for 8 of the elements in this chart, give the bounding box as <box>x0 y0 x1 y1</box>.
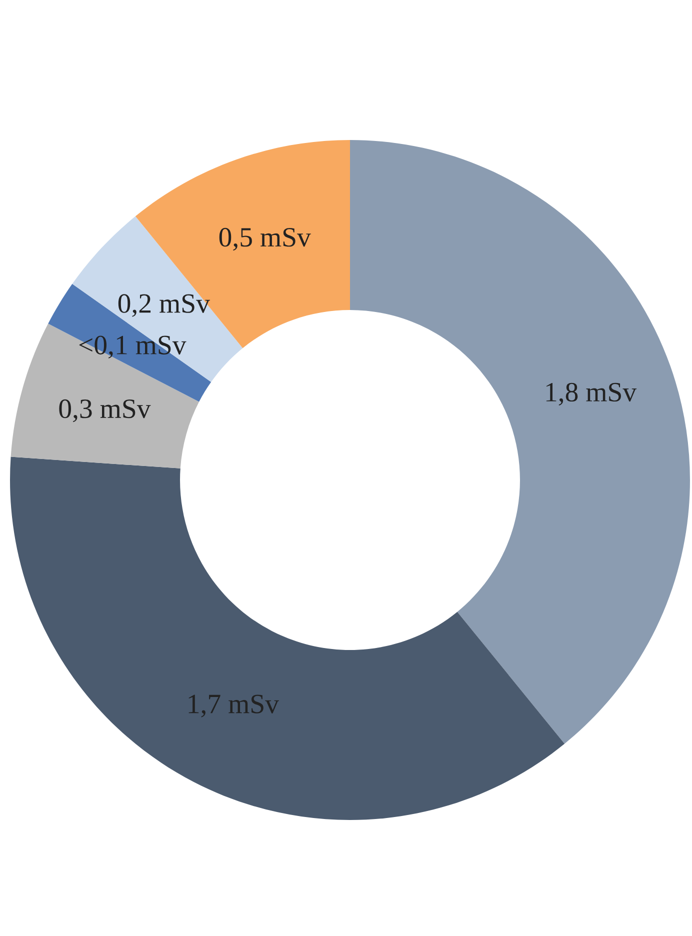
data-label: 0,5 mSv <box>219 228 311 251</box>
donut-slice <box>10 324 200 468</box>
data-label: 1,7 mSv <box>188 694 279 718</box>
donut-slice <box>10 456 565 820</box>
data-label: 1,8 mSv <box>546 382 637 406</box>
donut-slice <box>350 140 690 744</box>
data-label: 0,3 mSv <box>59 399 151 422</box>
data-label: 0,2 mSv <box>118 294 210 317</box>
